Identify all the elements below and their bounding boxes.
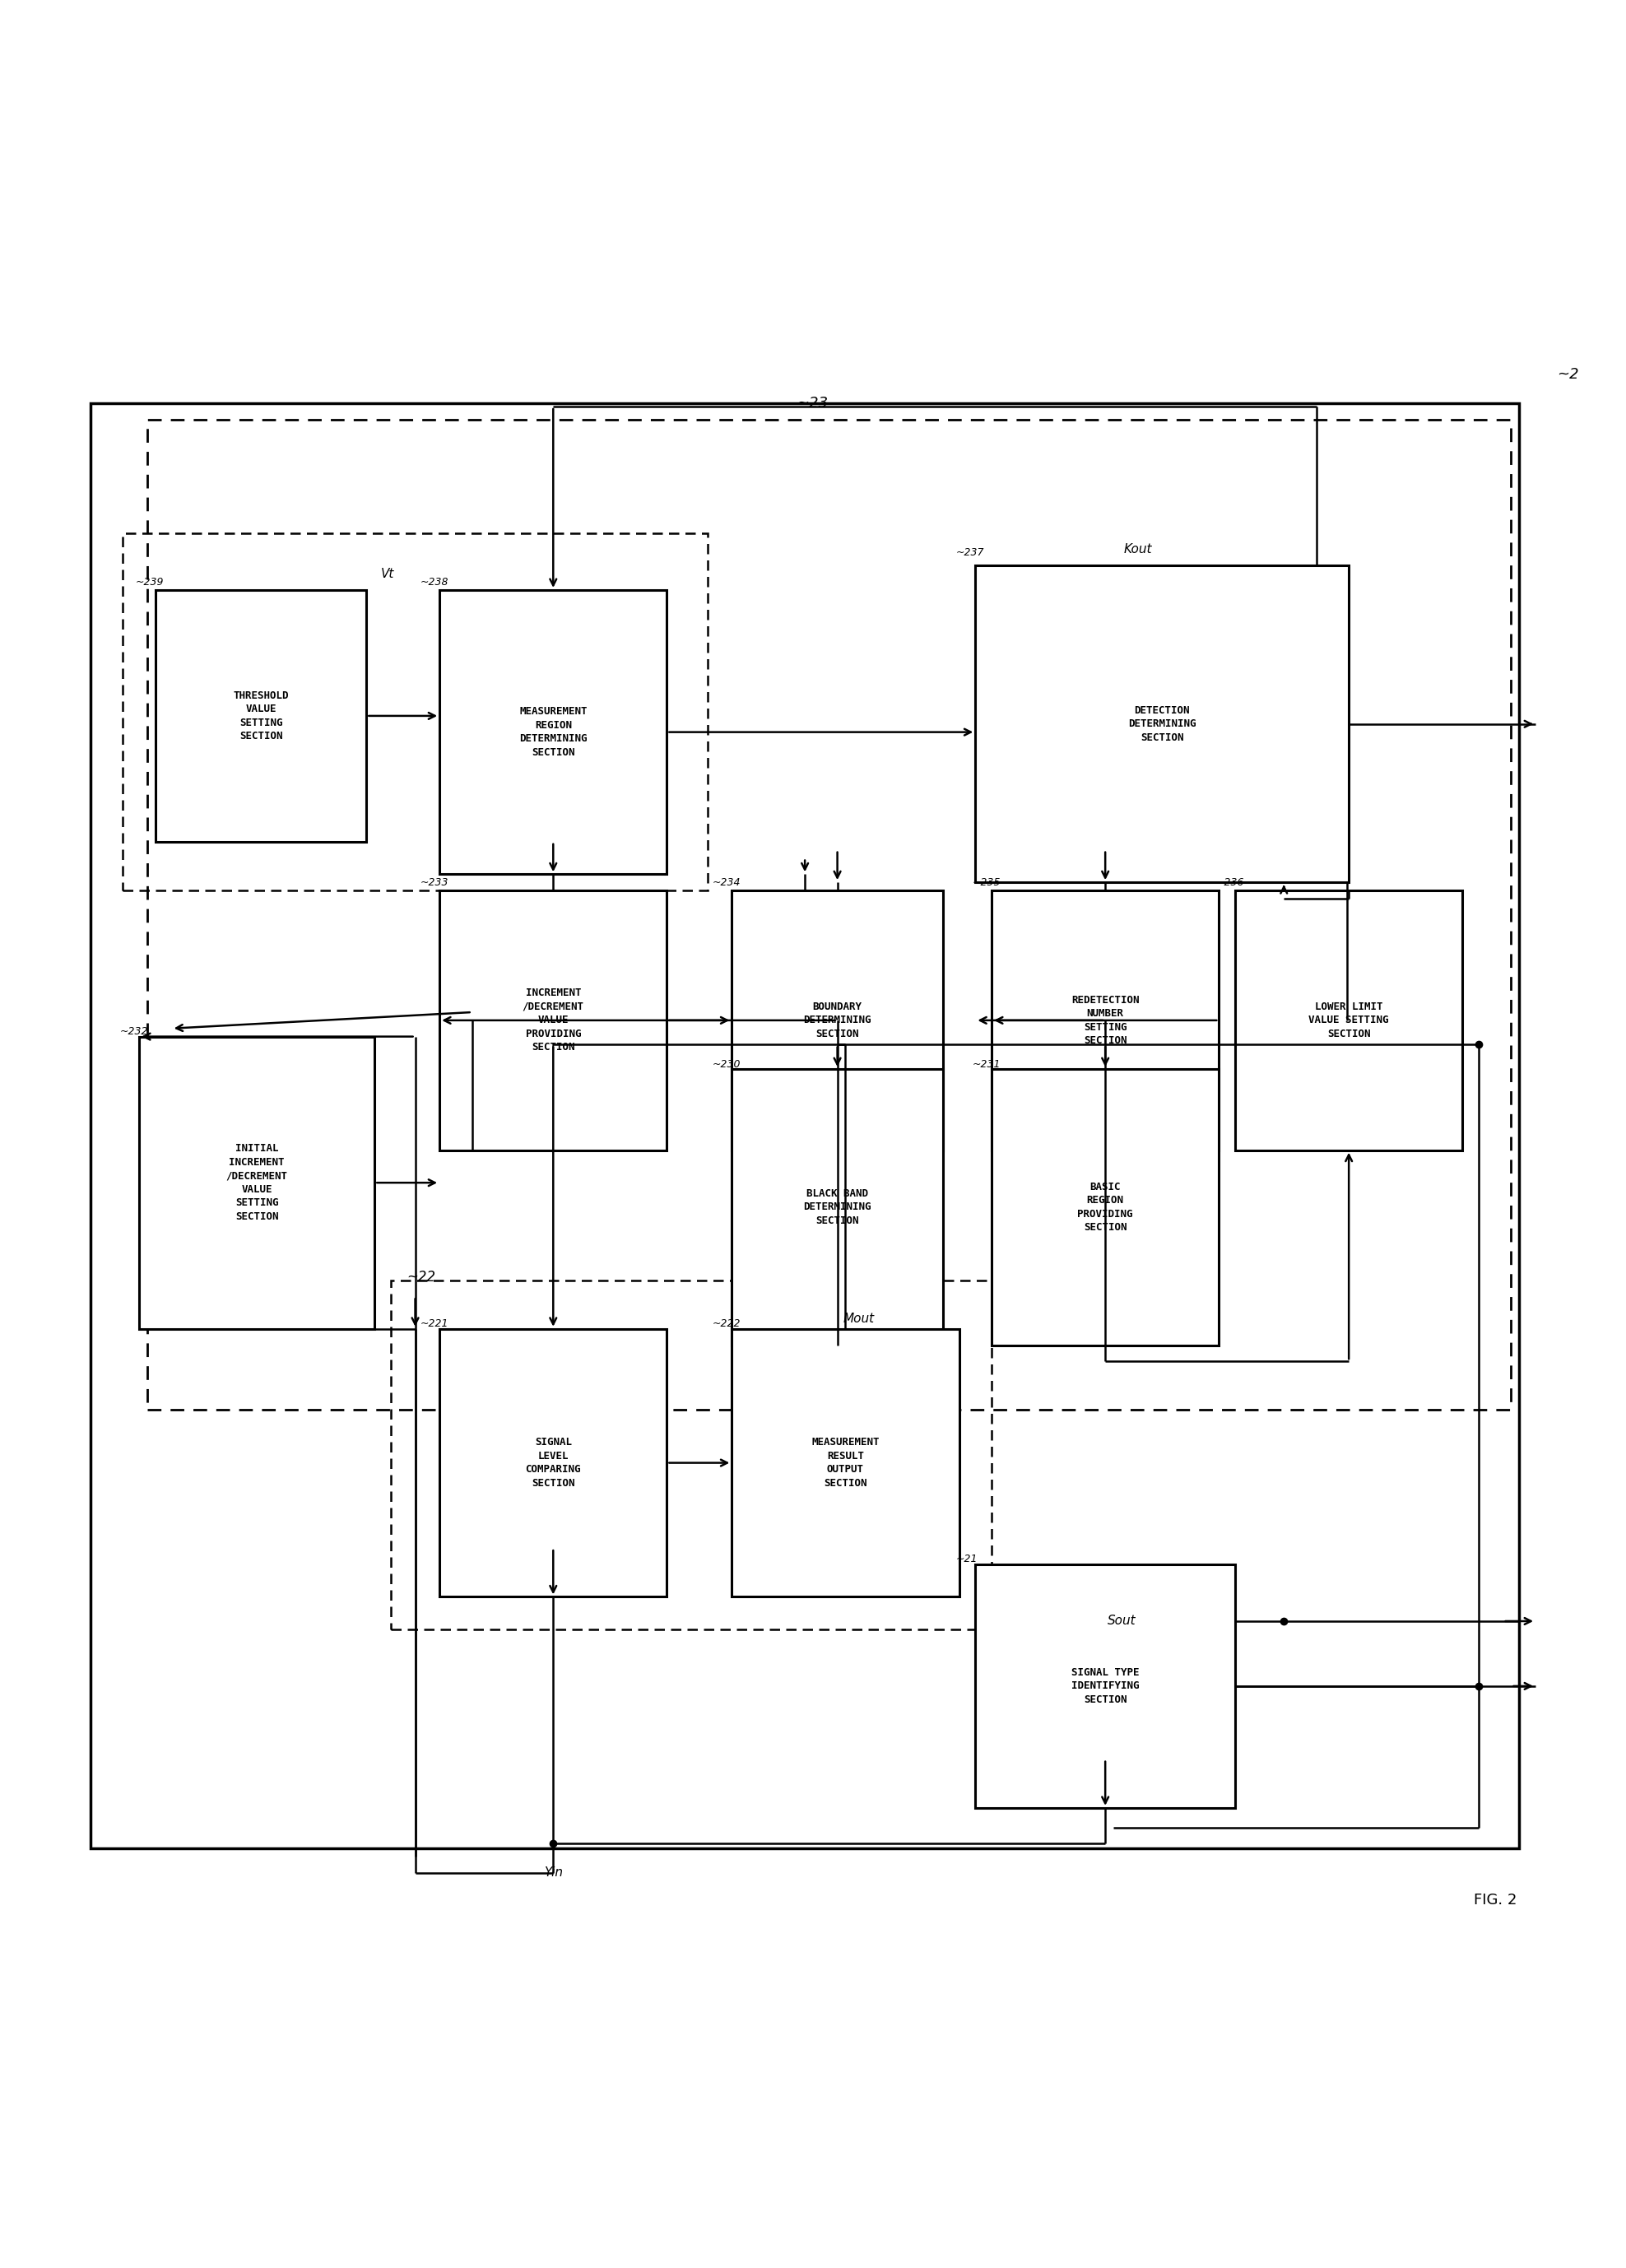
- Text: LOWER LIMIT
VALUE SETTING
SECTION: LOWER LIMIT VALUE SETTING SECTION: [1309, 1002, 1389, 1039]
- Text: ~22: ~22: [406, 1270, 436, 1284]
- Text: DETECTION
DETERMINING
SECTION: DETECTION DETERMINING SECTION: [1128, 705, 1197, 744]
- Text: ~231: ~231: [972, 1059, 1000, 1070]
- Bar: [148, 420, 1511, 1411]
- Text: BASIC
REGION
PROVIDING
SECTION: BASIC REGION PROVIDING SECTION: [1078, 1182, 1133, 1234]
- Text: Yin: Yin: [543, 1867, 563, 1878]
- Bar: [439, 1329, 667, 1597]
- Text: Vt: Vt: [380, 567, 395, 581]
- Bar: [156, 590, 366, 841]
- Text: ~235: ~235: [972, 878, 1000, 887]
- Text: ~232: ~232: [120, 1027, 148, 1036]
- Text: ~237: ~237: [956, 547, 984, 558]
- Text: ~238: ~238: [420, 576, 449, 587]
- Bar: [732, 1329, 959, 1597]
- Text: ~233: ~233: [420, 878, 449, 887]
- Text: REDETECTION
NUMBER
SETTING
SECTION: REDETECTION NUMBER SETTING SECTION: [1072, 996, 1140, 1046]
- Text: MEASUREMENT
REGION
DETERMINING
SECTION: MEASUREMENT REGION DETERMINING SECTION: [519, 705, 587, 758]
- Bar: [976, 565, 1350, 882]
- Text: BLACK BAND
DETERMINING
SECTION: BLACK BAND DETERMINING SECTION: [803, 1188, 872, 1227]
- Text: MEASUREMENT
RESULT
OUTPUT
SECTION: MEASUREMENT RESULT OUTPUT SECTION: [811, 1438, 880, 1488]
- Text: THRESHOLD
VALUE
SETTING
SECTION: THRESHOLD VALUE SETTING SECTION: [233, 689, 289, 742]
- Text: SIGNAL TYPE
IDENTIFYING
SECTION: SIGNAL TYPE IDENTIFYING SECTION: [1072, 1667, 1140, 1706]
- Bar: [732, 1068, 943, 1345]
- Bar: [140, 1036, 374, 1329]
- Text: ~21: ~21: [956, 1554, 977, 1565]
- Text: SIGNAL
LEVEL
COMPARING
SECTION: SIGNAL LEVEL COMPARING SECTION: [525, 1438, 580, 1488]
- Text: ~230: ~230: [712, 1059, 741, 1070]
- Text: Sout: Sout: [1107, 1615, 1135, 1628]
- Text: FIG. 2: FIG. 2: [1473, 1894, 1517, 1907]
- Bar: [124, 533, 707, 891]
- Bar: [992, 891, 1220, 1150]
- Bar: [992, 1068, 1220, 1345]
- Text: ~2: ~2: [1556, 367, 1579, 381]
- Bar: [976, 1565, 1236, 1808]
- Bar: [1236, 891, 1462, 1150]
- Text: INITIAL
INCREMENT
/DECREMENT
VALUE
SETTING
SECTION: INITIAL INCREMENT /DECREMENT VALUE SETTI…: [226, 1143, 288, 1222]
- Bar: [91, 404, 1519, 1848]
- Text: ~236: ~236: [1216, 878, 1244, 887]
- Bar: [439, 891, 667, 1150]
- Text: ~239: ~239: [137, 576, 164, 587]
- Bar: [732, 891, 943, 1150]
- Text: Mout: Mout: [842, 1313, 875, 1325]
- Text: ~23: ~23: [797, 397, 828, 411]
- Text: ~234: ~234: [712, 878, 741, 887]
- Text: Kout: Kout: [1124, 544, 1151, 556]
- Text: INCREMENT
/DECREMENT
VALUE
PROVIDING
SECTION: INCREMENT /DECREMENT VALUE PROVIDING SEC…: [522, 989, 584, 1052]
- Text: ~221: ~221: [420, 1318, 449, 1329]
- Bar: [439, 590, 667, 873]
- Bar: [390, 1279, 992, 1628]
- Text: ~222: ~222: [712, 1318, 741, 1329]
- Text: BOUNDARY
DETERMINING
SECTION: BOUNDARY DETERMINING SECTION: [803, 1002, 872, 1039]
